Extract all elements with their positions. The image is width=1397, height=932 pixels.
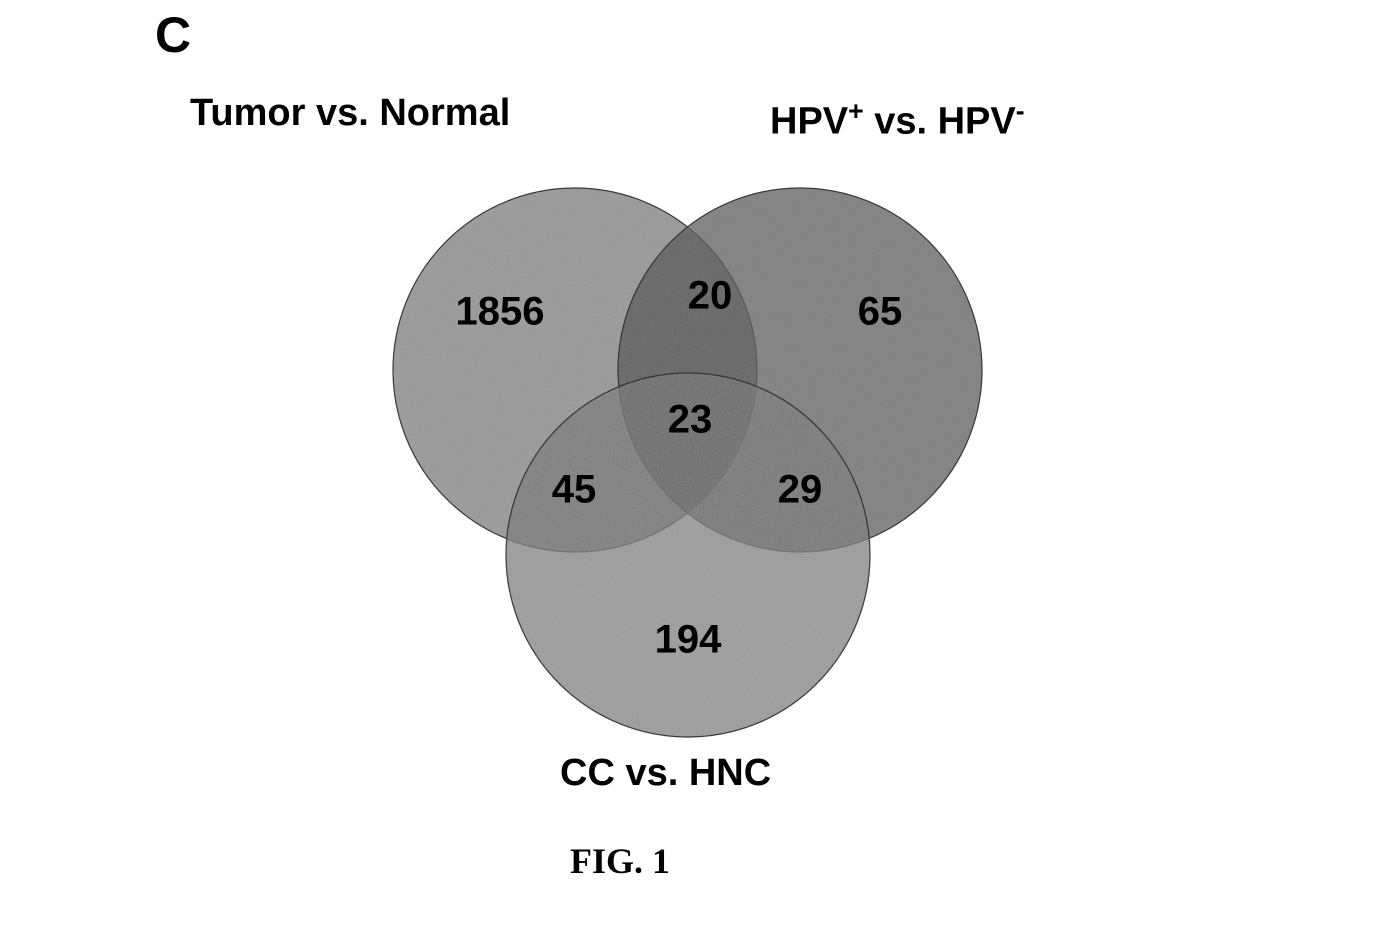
venn-value-abc: 23	[668, 398, 713, 443]
set-label-b: HPV+ vs. HPV-	[770, 96, 1025, 144]
figure-caption: FIG. 1	[570, 840, 670, 882]
venn-value-a-only: 1856	[456, 290, 545, 335]
figure-panel: { "panel_letter": "C", "panel_letter_fon…	[0, 0, 1397, 932]
venn-value-b-only: 65	[858, 290, 903, 335]
venn-diagram	[350, 150, 1050, 770]
panel-letter: C	[155, 6, 191, 64]
venn-value-bc: 29	[778, 468, 823, 513]
venn-value-ab: 20	[688, 274, 733, 319]
set-label-a: Tumor vs. Normal	[190, 92, 510, 135]
set-label-c: CC vs. HNC	[560, 752, 771, 795]
venn-value-c-only: 194	[655, 618, 722, 663]
venn-value-ac: 45	[552, 468, 597, 513]
